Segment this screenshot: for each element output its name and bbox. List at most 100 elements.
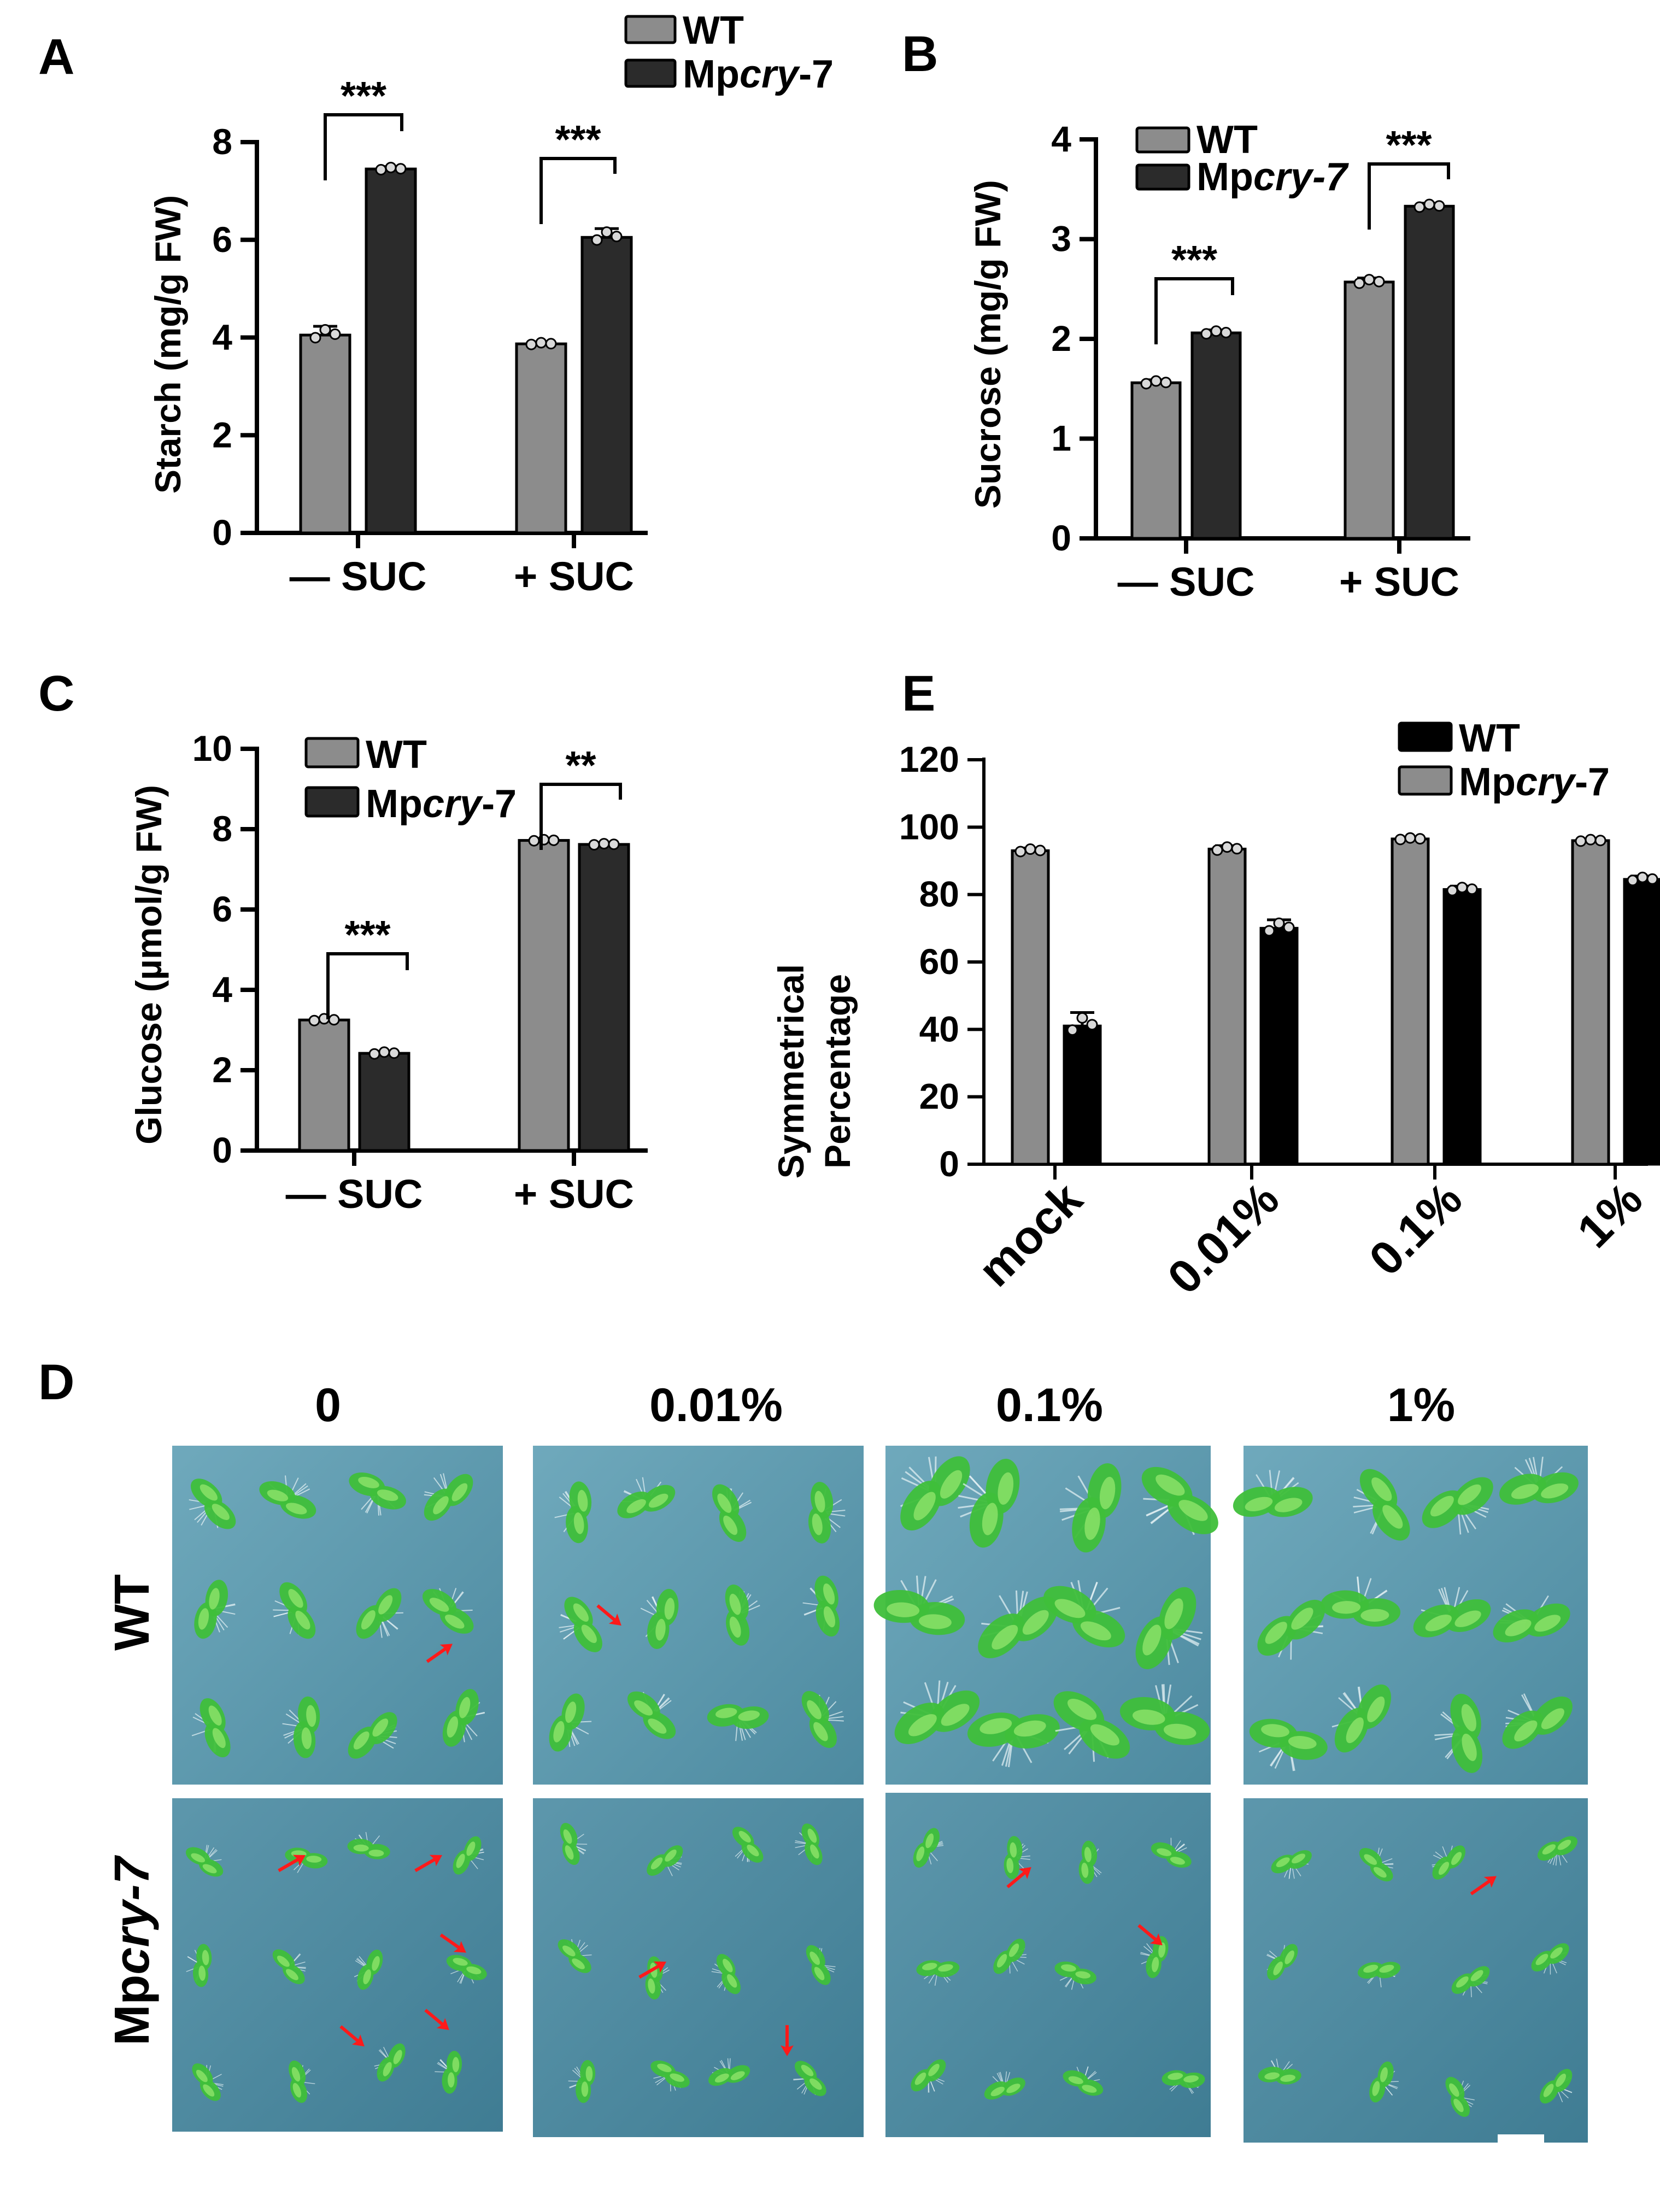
seedling xyxy=(795,1823,823,1865)
seedling xyxy=(894,1680,980,1744)
bar-WT-mock xyxy=(1063,1024,1102,1166)
legend-swatch-0 xyxy=(1135,126,1190,154)
bar-WT-— SUC xyxy=(299,333,351,535)
seedling xyxy=(627,1691,676,1739)
plate-r1-c0 xyxy=(172,1798,503,2132)
seedling xyxy=(802,1575,840,1637)
seedling xyxy=(1257,1599,1325,1660)
replicate-dot xyxy=(591,234,603,246)
replicate-dot xyxy=(309,332,321,344)
replicate-dot xyxy=(308,1014,320,1026)
panel-label-d: D xyxy=(38,1354,74,1410)
significance-marker: *** xyxy=(555,118,601,162)
replicate-dot xyxy=(1220,327,1232,339)
seedling xyxy=(1141,1466,1218,1535)
plate-r1-c3 xyxy=(1243,1798,1588,2143)
seedling xyxy=(911,2059,946,2093)
bar-Mpcry-7-+ SUC xyxy=(578,843,630,1152)
y-tick-label: 10 xyxy=(192,728,232,768)
x-category-label-2: 0.1% xyxy=(1359,1173,1472,1286)
d-row-label-wt: WT xyxy=(105,1574,160,1651)
panel-label-b: B xyxy=(902,26,938,82)
significance-marker: *** xyxy=(341,74,386,118)
x-category-label-0: — SUC xyxy=(1118,559,1255,605)
legend-label-1: Mpcry-7 xyxy=(366,782,517,826)
seedling xyxy=(650,2060,690,2092)
replicate-dot xyxy=(1363,274,1375,286)
plate-r0-c3 xyxy=(1233,1446,1588,1785)
seedling xyxy=(993,1938,1026,1974)
replicate-dot xyxy=(1627,875,1639,887)
legend-label-0: WT xyxy=(1459,717,1520,760)
significance-bracket xyxy=(326,952,409,1019)
red-arrow-marker xyxy=(1006,1867,1031,1888)
bar-Mpcry-7-— SUC xyxy=(365,167,417,535)
significance-marker: ** xyxy=(565,744,596,788)
significance-bracket xyxy=(1154,277,1234,344)
x-category-label-0: mock xyxy=(969,1172,1093,1296)
d-column-label-0: 0 xyxy=(315,1379,341,1431)
legend-label-0: WT xyxy=(1196,118,1258,162)
seedling xyxy=(1004,1836,1030,1880)
replicate-dot xyxy=(1086,1019,1098,1031)
seedling xyxy=(1331,1684,1392,1753)
bar-WT-— SUC xyxy=(1130,381,1182,540)
seedling xyxy=(1053,1691,1130,1762)
seedling xyxy=(793,2061,826,2096)
seedling xyxy=(647,1845,683,1876)
bar-WT-0.01% xyxy=(1259,926,1299,1166)
seedling xyxy=(192,2063,224,2101)
y-tick-label: 120 xyxy=(899,739,959,779)
seedling xyxy=(913,1828,944,1868)
replicate-dot xyxy=(1014,846,1026,858)
seedling xyxy=(272,1949,306,1985)
significance-bracket xyxy=(539,783,622,850)
x-category-label-1: + SUC xyxy=(514,1171,634,1217)
seedling xyxy=(348,1712,397,1759)
plate-r1-c1 xyxy=(533,1798,864,2137)
seedling xyxy=(711,1953,741,1994)
replicate-dot xyxy=(1273,917,1285,929)
replicate-dot xyxy=(1466,883,1478,895)
seedling xyxy=(1357,1962,1401,1987)
seedling xyxy=(1353,1469,1410,1541)
replicate-dot xyxy=(1200,328,1212,340)
legend-label-1: Mpcry-7 xyxy=(683,52,834,96)
red-arrow-marker xyxy=(339,2025,365,2047)
y-axis-label: Glucose (µmol/g FW) xyxy=(128,785,169,1145)
seedling xyxy=(453,1836,484,1875)
legend-swatch-0 xyxy=(304,737,360,768)
replicate-dot xyxy=(1024,843,1036,855)
bar-WT-1% xyxy=(1623,878,1660,1166)
panel-label-e: E xyxy=(902,666,935,721)
seedling xyxy=(374,2043,406,2082)
seedling xyxy=(978,1590,1058,1658)
legend-label-0: WT xyxy=(683,9,744,52)
y-tick-label: 6 xyxy=(212,219,232,260)
replicate-dot xyxy=(525,338,537,350)
seedling xyxy=(273,1582,316,1639)
replicate-dot xyxy=(1404,832,1416,844)
bar-WT-0.1% xyxy=(1442,888,1482,1166)
x-category-label-1: + SUC xyxy=(1339,559,1459,605)
y-tick-label: 3 xyxy=(1051,219,1071,259)
seedling xyxy=(958,1458,1020,1548)
replicate-dot xyxy=(1373,275,1385,287)
chart-a: 0 2 4 6 8 Starch (mg/g FW) — SUC + SUC *** *** WTM… xyxy=(148,9,834,599)
seedling xyxy=(1502,1693,1573,1749)
bar-Mpcry-7-mock xyxy=(1011,849,1050,1166)
seedling xyxy=(347,1832,390,1859)
seedling xyxy=(1059,1463,1122,1553)
seedling xyxy=(186,1944,212,1987)
replicate-dot xyxy=(1160,377,1172,389)
plate-r0-c1 xyxy=(533,1446,864,1785)
seedling xyxy=(1432,1845,1465,1880)
replicate-dot xyxy=(1231,843,1243,855)
seedling xyxy=(435,2051,462,2094)
replicate-dot xyxy=(588,839,600,851)
seedling xyxy=(1422,1477,1493,1535)
x-category-label-1: + SUC xyxy=(514,554,634,599)
seedling xyxy=(1271,1850,1312,1879)
significance-marker: *** xyxy=(1171,238,1217,282)
